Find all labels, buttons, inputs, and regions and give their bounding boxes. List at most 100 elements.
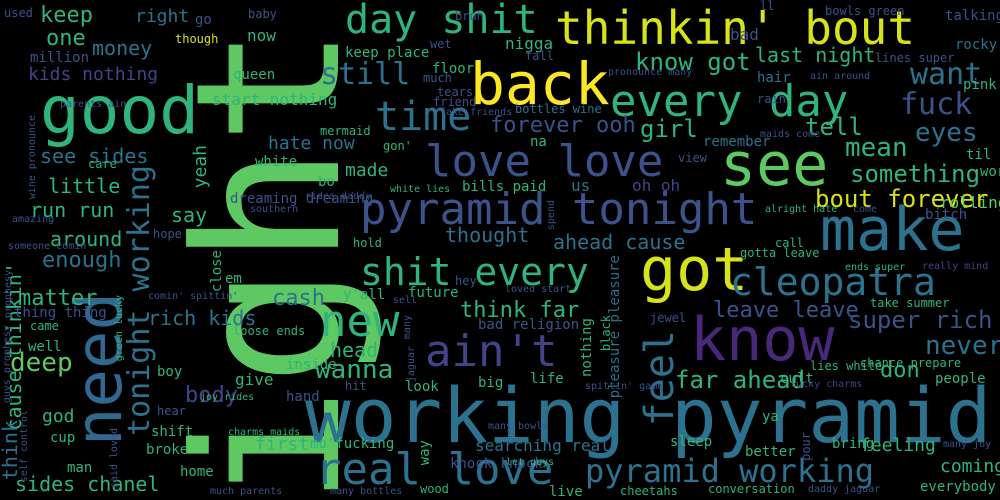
- word-fall: fall: [525, 49, 554, 63]
- word-don: don: [880, 358, 920, 383]
- word-jewel: jewel: [650, 311, 687, 325]
- word-charms-maids: charms maids: [228, 427, 301, 438]
- word-cash: cash: [272, 286, 325, 311]
- word-rich-kids: rich kids: [148, 306, 257, 330]
- word-come: come: [853, 204, 878, 215]
- word-tell: tell: [805, 113, 863, 141]
- word-thing-thing: thing thing: [14, 305, 107, 321]
- word-oh-oh: oh oh: [632, 176, 681, 195]
- word-gotta-leave: gotta leave: [740, 246, 820, 260]
- word-hit: hit: [345, 379, 367, 393]
- word-self-control: self control: [19, 410, 30, 483]
- word-conversation: conversation: [708, 482, 795, 496]
- word-hair: hair: [757, 70, 791, 86]
- word-eyes: eyes: [915, 118, 978, 148]
- word-people: people: [935, 371, 986, 387]
- word-pink: pink: [963, 77, 997, 93]
- word-na: na: [530, 134, 547, 150]
- word-forever-ooh: forever ooh: [490, 113, 636, 138]
- word-feel: feel: [637, 330, 683, 427]
- word-comin-spittin: comin' spittin': [148, 291, 239, 302]
- word-queen: queen: [233, 67, 276, 83]
- word-feeling: feeling: [860, 435, 936, 456]
- word-mean: mean: [845, 133, 908, 163]
- word-right: right: [135, 6, 190, 27]
- word-rolling: rolling: [940, 193, 1000, 212]
- word-many-joy: many joy: [943, 439, 992, 450]
- word-keep-place: keep place: [345, 45, 430, 61]
- word-cup: cup: [50, 430, 76, 446]
- word-everybody: everybody: [920, 479, 996, 495]
- word-remember: remember: [703, 134, 771, 150]
- word-parents-ain: parents ain: [60, 99, 127, 110]
- word-keep: keep: [40, 3, 93, 28]
- word-friend: friend: [433, 95, 477, 109]
- word-alright-hate: alright hate: [765, 204, 838, 215]
- word-never: never: [925, 331, 1000, 361]
- word-loose-ends: loose ends: [233, 324, 306, 338]
- word-bo: bo: [318, 174, 335, 190]
- word-shit-every: shit every: [360, 250, 589, 294]
- word-bout-forever: bout forever: [815, 185, 989, 213]
- word-love-love: love love: [425, 136, 664, 187]
- word-dreaming-dreaming: dreaming dreaming: [230, 191, 374, 207]
- word-floor: floor: [432, 61, 475, 77]
- word-way: way: [417, 440, 433, 466]
- word-broke: broke: [146, 442, 189, 458]
- word-real-love: real love: [315, 444, 554, 495]
- word-back: back: [470, 50, 610, 118]
- word-wanna: wanna: [315, 355, 394, 385]
- word-guys-prophesy: guys prophesy: [2, 325, 13, 404]
- word-wet: wet: [430, 37, 452, 51]
- word-bring: bring: [832, 436, 875, 452]
- word-look: look: [405, 379, 439, 395]
- word-leave-leave: leave leave: [713, 298, 859, 323]
- word-many-bowls: many bowls: [488, 421, 549, 432]
- word-much: much: [423, 71, 452, 85]
- word-knock-knock: knock knock: [450, 456, 543, 472]
- word-bottles-wine: bottles wine: [515, 102, 602, 116]
- word-go: go: [195, 12, 212, 28]
- word-last-night: last night: [755, 43, 876, 67]
- word-ends-super: ends super: [845, 262, 906, 273]
- word-fake-friends: fake friends: [440, 107, 513, 118]
- word-see-sides: see sides: [40, 144, 149, 168]
- word-close: close: [209, 250, 225, 293]
- word-still: still: [320, 57, 411, 92]
- word-maids-come: maids come: [760, 129, 821, 140]
- word-baby: baby: [248, 7, 277, 21]
- word-around: around: [50, 227, 123, 251]
- word-lies-white: lies white: [810, 359, 883, 373]
- word-y-all: y'all: [343, 287, 386, 303]
- word-super-rich: super rich: [848, 306, 993, 334]
- word-wood: wood: [420, 482, 449, 496]
- word-wine-pronounce: wine pronounce: [27, 115, 38, 200]
- word-one: one: [46, 26, 86, 51]
- word-girl: girl: [640, 115, 698, 143]
- word-inside: inside: [286, 357, 337, 373]
- word-jaguar: jaguar: [406, 346, 417, 383]
- word-got: got: [640, 235, 749, 305]
- word-black: black: [599, 315, 613, 352]
- word-ll: ll: [760, 0, 775, 13]
- word-bills-paid: bills paid: [462, 179, 547, 195]
- word-bad: bad: [730, 25, 759, 44]
- word-thought: thought: [445, 223, 530, 247]
- word-now: now: [247, 26, 276, 45]
- word-know: know: [690, 305, 835, 375]
- word-let-guys: let guys: [506, 457, 555, 468]
- word-lines-super: lines super: [875, 51, 955, 65]
- word-sell: sell: [393, 295, 418, 306]
- word-head: head: [330, 338, 379, 362]
- word-mermaid: mermaid: [320, 124, 371, 138]
- word-white-lies: white lies: [390, 184, 451, 195]
- word-every-day: every day: [610, 76, 849, 127]
- word-hear: hear: [157, 404, 186, 418]
- word-ain-t: ain't: [425, 326, 558, 377]
- word-call: call: [775, 236, 804, 250]
- word-working-pyramid: working pyramid: [305, 371, 992, 460]
- word-lucky-charms: lucky charms: [790, 379, 863, 390]
- word-hold: hold: [353, 236, 382, 250]
- word-man: man: [67, 460, 93, 476]
- word-little: little: [48, 174, 121, 198]
